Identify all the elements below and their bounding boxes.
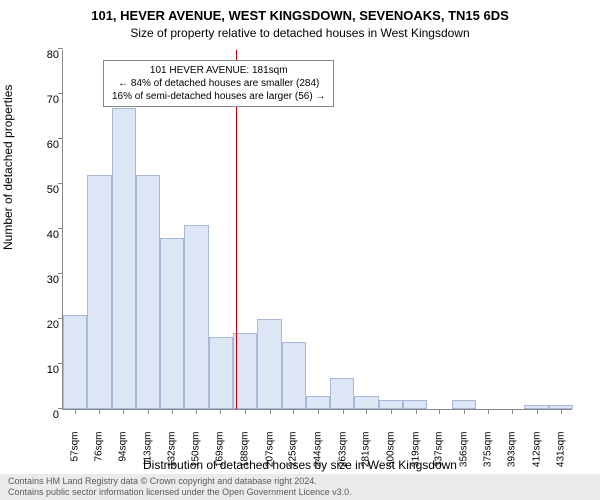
y-tick-mark [58,228,63,229]
y-tick-label: 30 [33,274,59,286]
histogram-bar [403,400,427,409]
histogram-bar [549,405,573,410]
histogram-bar [257,319,281,409]
histogram-bar [184,225,208,410]
x-tick-mark [172,409,173,414]
x-tick-mark [439,409,440,414]
histogram-bar [379,400,403,409]
chart-title-main: 101, HEVER AVENUE, WEST KINGSDOWN, SEVEN… [0,8,600,23]
x-tick-mark [391,409,392,414]
histogram-bar [87,175,111,409]
y-tick-label: 50 [33,184,59,196]
histogram-bar [330,378,354,410]
y-axis-label: Number of detached properties [1,85,15,250]
y-tick-mark [58,48,63,49]
histogram-bar [136,175,160,409]
x-tick-mark [512,409,513,414]
y-tick-label: 20 [33,319,59,331]
x-tick-mark [220,409,221,414]
plot-area: 0102030405060708057sqm76sqm94sqm113sqm13… [62,50,572,410]
y-tick-mark [58,93,63,94]
histogram-bar [160,238,184,409]
x-tick-mark [537,409,538,414]
x-tick-mark [245,409,246,414]
footer-line1: Contains HM Land Registry data © Crown c… [8,476,592,487]
footer-line2: Contains public sector information licen… [8,487,592,498]
x-tick-mark [270,409,271,414]
x-axis-label: Distribution of detached houses by size … [0,458,600,472]
annotation-line1: 101 HEVER AVENUE: 181sqm [112,64,325,77]
x-tick-mark [196,409,197,414]
x-tick-mark [123,409,124,414]
x-tick-mark [75,409,76,414]
y-tick-label: 80 [33,49,59,61]
x-tick-mark [293,409,294,414]
annotation-line3: 16% of semi-detached houses are larger (… [112,90,325,103]
attribution-footer: Contains HM Land Registry data © Crown c… [0,474,600,500]
x-tick-mark [416,409,417,414]
x-tick-mark [318,409,319,414]
histogram-bar [354,396,378,410]
y-tick-label: 0 [33,409,59,421]
x-tick-mark [99,409,100,414]
y-tick-label: 60 [33,139,59,151]
y-tick-mark [58,138,63,139]
chart-title-sub: Size of property relative to detached ho… [0,26,600,40]
histogram-bar [306,396,330,410]
marker-annotation: 101 HEVER AVENUE: 181sqm ← 84% of detach… [103,60,334,107]
x-tick-mark [488,409,489,414]
y-tick-label: 40 [33,229,59,241]
annotation-line2: ← 84% of detached houses are smaller (28… [112,77,325,90]
histogram-bar [452,400,476,409]
histogram-bar [209,337,233,409]
y-tick-label: 70 [33,94,59,106]
histogram-bar [524,405,548,410]
x-tick-mark [343,409,344,414]
histogram-bar [282,342,306,410]
x-tick-mark [366,409,367,414]
x-tick-mark [464,409,465,414]
x-tick-mark [148,409,149,414]
y-tick-label: 10 [33,364,59,376]
histogram-bar [63,315,87,410]
y-tick-mark [58,273,63,274]
histogram-bar [112,108,136,410]
y-tick-mark [58,183,63,184]
histogram-chart: 101, HEVER AVENUE, WEST KINGSDOWN, SEVEN… [0,0,600,500]
x-tick-mark [561,409,562,414]
